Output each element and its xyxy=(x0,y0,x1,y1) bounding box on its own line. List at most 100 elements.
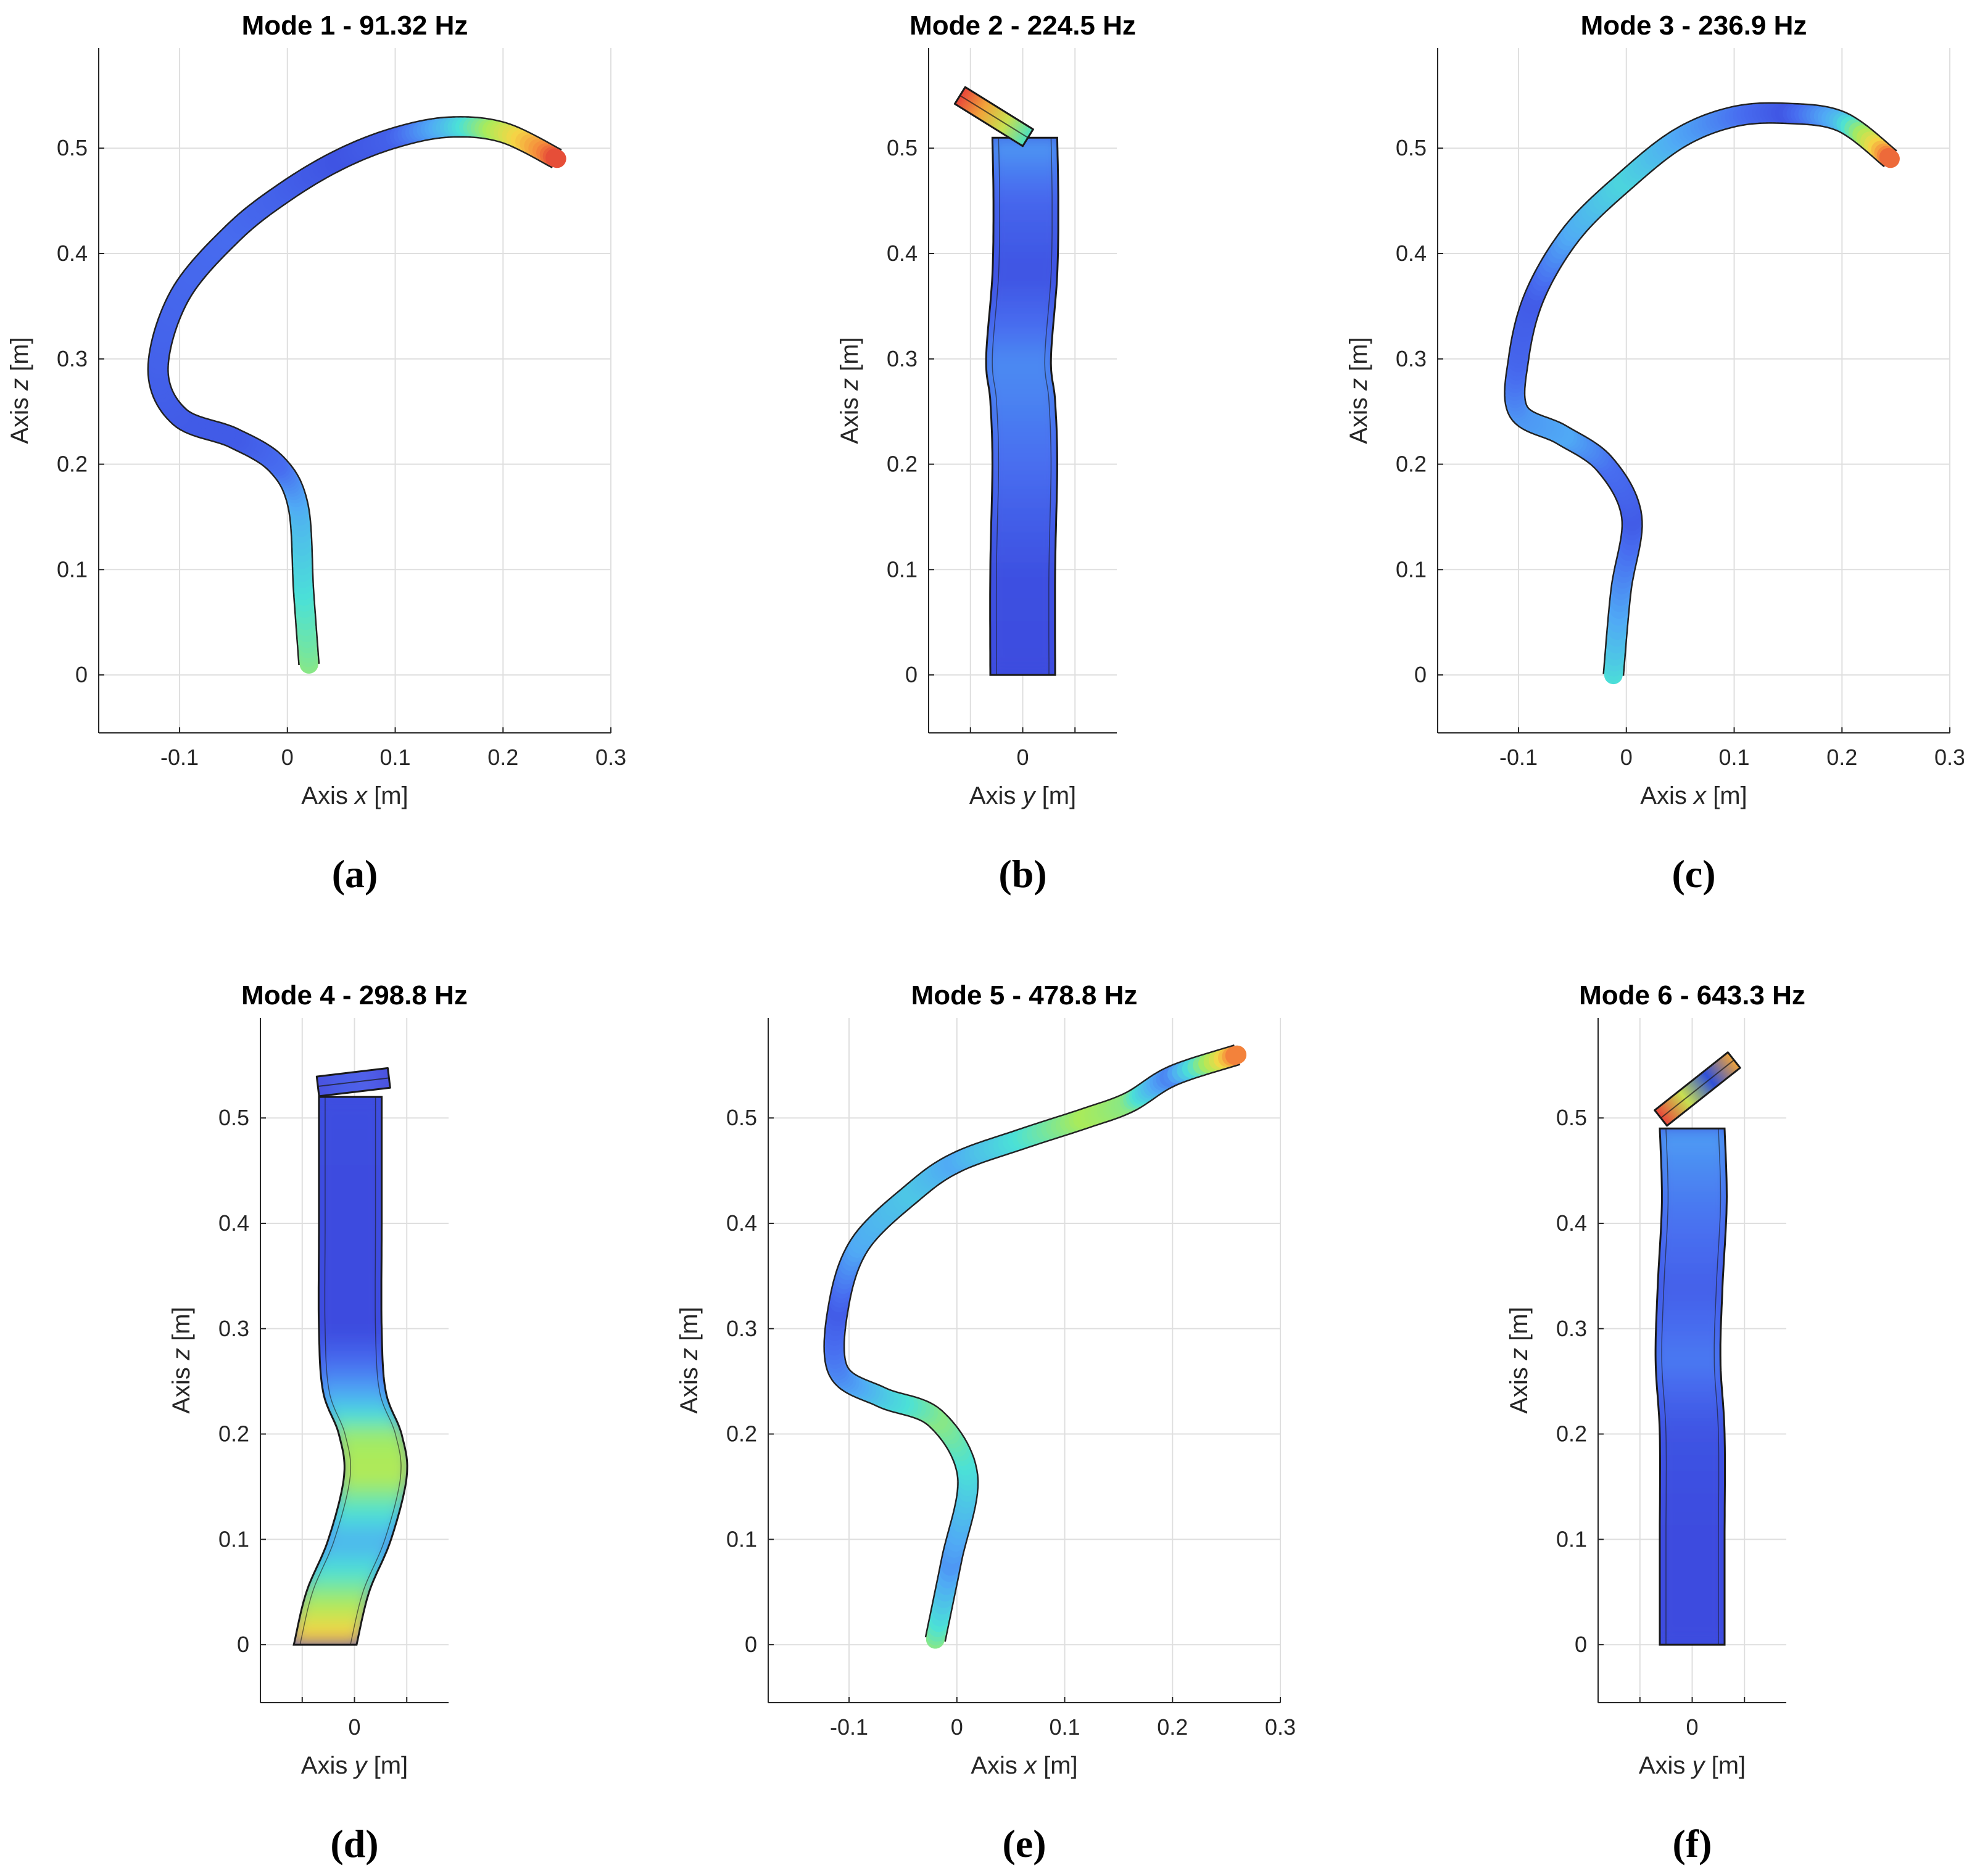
beam-slice xyxy=(305,1572,381,1579)
beam-slice xyxy=(338,1458,407,1464)
panel-3: 0 0.1 0.2 0.3 0.4 0.5 -0.1 0 0.1 0.2 0.3 Mode 3 - 2… xyxy=(1345,10,1964,896)
beam-slice xyxy=(322,1407,397,1413)
beam-slice xyxy=(986,369,1058,375)
beam-slice xyxy=(320,1401,395,1407)
beam-slice xyxy=(986,419,1059,426)
grid xyxy=(768,1018,1281,1703)
panel-caption: (a) xyxy=(332,852,378,896)
beam-slice xyxy=(334,1438,407,1444)
mode-shape xyxy=(1654,1051,1741,1646)
beam-slice xyxy=(1655,1545,1727,1557)
beam-slice xyxy=(1655,1571,1727,1583)
y-tick-label: 0.1 xyxy=(887,556,918,582)
beam-slice xyxy=(986,505,1059,516)
beam-slice xyxy=(986,353,1058,360)
beam-slice xyxy=(336,1482,407,1490)
beam-slice xyxy=(331,1501,407,1509)
beam-slice xyxy=(986,372,1058,378)
y-tick-label: 0.2 xyxy=(1556,1421,1587,1447)
beam-segment xyxy=(1225,1045,1247,1065)
beam-slice xyxy=(296,1603,371,1610)
beam-slice xyxy=(1655,1580,1727,1592)
mode-shape xyxy=(292,1067,408,1646)
beam-slice xyxy=(329,1510,405,1518)
beam-slice xyxy=(297,1594,373,1601)
beam-slice xyxy=(309,1565,384,1571)
beam-edge xyxy=(992,138,1000,676)
beam-slice xyxy=(335,1444,407,1450)
x-tick-label: 0 xyxy=(281,745,294,770)
beam-slice xyxy=(1655,1613,1727,1624)
beam-slice xyxy=(1655,1589,1727,1600)
beam-slice xyxy=(986,411,1059,418)
beam-slice xyxy=(1655,1554,1727,1565)
beam-slice xyxy=(294,1638,363,1644)
beam-slice xyxy=(338,1455,407,1461)
y-tick-label: 0.4 xyxy=(726,1210,757,1236)
beam-slice xyxy=(294,1611,369,1619)
x-tick-label: 0.3 xyxy=(1265,1714,1296,1740)
panel-title: Mode 2 - 224.5 Hz xyxy=(909,10,1136,41)
beam-tip-edge xyxy=(959,94,1029,139)
beam-slice xyxy=(325,1413,400,1419)
beam-slice xyxy=(336,1447,407,1453)
beam-slice xyxy=(312,1132,388,1145)
beam-slice xyxy=(312,1115,388,1126)
beam-slice xyxy=(328,1421,404,1427)
x-axis-label: Axis y [m] xyxy=(969,782,1076,809)
beam-slice xyxy=(986,610,1059,622)
beam-slice xyxy=(1655,1468,1727,1479)
x-axis-label: Axis x [m] xyxy=(301,782,408,809)
beam-slice xyxy=(311,1561,386,1568)
x-tick-label: 0 xyxy=(348,1714,360,1740)
beam-slice xyxy=(1655,1460,1727,1471)
beam-slice xyxy=(312,1271,388,1281)
beam-slice xyxy=(317,1390,392,1397)
beam-fill xyxy=(986,138,1059,676)
beam-slice xyxy=(986,537,1059,548)
beam-slice xyxy=(987,159,1059,166)
beam-slice xyxy=(312,1286,388,1297)
beam-slice xyxy=(322,1534,397,1541)
x-tick-label: 0.1 xyxy=(1050,1714,1080,1740)
beam-slice xyxy=(986,396,1059,403)
beam-slice xyxy=(1655,1483,1727,1494)
beam-outline xyxy=(1654,1127,1728,1646)
beam-slice xyxy=(314,1371,390,1378)
beam-slice xyxy=(326,1520,402,1527)
y-tick-label: 0 xyxy=(905,662,918,687)
beam-slice xyxy=(334,1441,407,1447)
beam-slice xyxy=(1655,1530,1727,1541)
beam-slice xyxy=(312,1222,388,1233)
beam-slice xyxy=(986,365,1058,372)
beam-slice xyxy=(986,393,1059,399)
y-tick-label: 0 xyxy=(237,1632,249,1657)
beam-slice xyxy=(331,1427,406,1432)
y-axis-label: Axis z [m] xyxy=(676,1307,703,1413)
beam-slice xyxy=(296,1598,372,1606)
beam-slice xyxy=(986,592,1059,605)
beam-slice xyxy=(294,1632,365,1638)
panel-1: 0 0.1 0.2 0.3 0.4 0.5 -0.1 0 0.1 0.2 0.3 Mode 1 - 9… xyxy=(6,10,626,896)
beam-slice xyxy=(1655,1523,1727,1533)
beam-slice xyxy=(1655,1133,1727,1141)
beam-slice xyxy=(335,1487,407,1495)
panel-caption: (e) xyxy=(1002,1822,1046,1866)
beam-slice xyxy=(1655,1476,1727,1486)
beam-slice xyxy=(986,390,1059,396)
beam-slice xyxy=(304,1576,380,1582)
panel-4: 0 0.1 0.2 0.3 0.4 0.5 0 Mode 4 - 298.8 Hz Axis y… xyxy=(168,980,468,1866)
y-tick-label: 0.2 xyxy=(57,452,88,477)
y-tick-label: 0.5 xyxy=(1556,1105,1587,1130)
beam-slice xyxy=(986,529,1059,540)
beam-slice xyxy=(312,1558,388,1564)
y-tick-label: 0 xyxy=(1575,1632,1587,1657)
y-axis-label: Axis z [m] xyxy=(1506,1307,1533,1413)
beam-slice xyxy=(338,1471,407,1477)
x-axis-label: Axis y [m] xyxy=(1639,1752,1746,1779)
y-tick-label: 0.5 xyxy=(218,1105,249,1130)
beam-slice xyxy=(315,1379,391,1386)
beam-slice xyxy=(294,1628,365,1635)
beam-slice xyxy=(316,1387,392,1394)
y-tick-label: 0.5 xyxy=(57,135,88,160)
